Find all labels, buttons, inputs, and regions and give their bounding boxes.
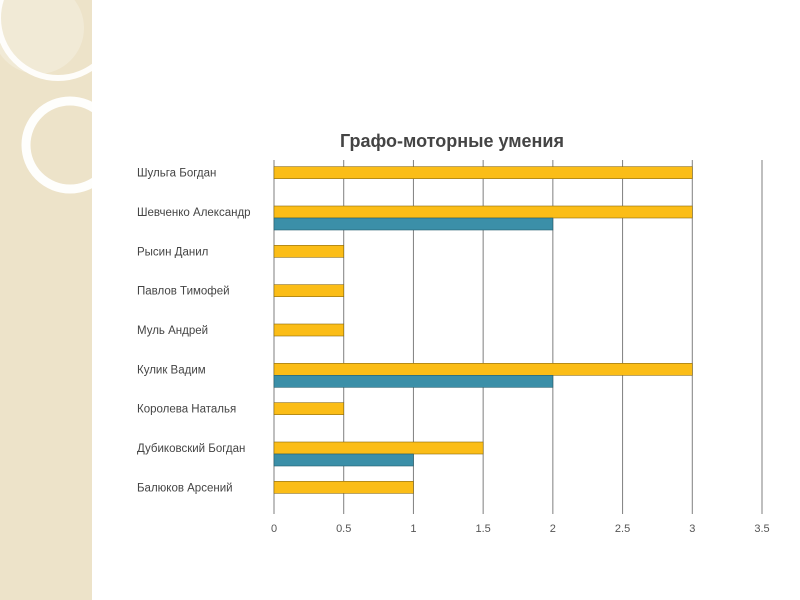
bar-series-1 [273, 363, 693, 376]
category-label: Кулик Вадим [137, 364, 206, 376]
slide-decoration-band [0, 0, 92, 600]
bar-series-1 [273, 284, 345, 297]
category-label: Павлов Тимофей [137, 286, 230, 298]
category-label: Шульга Богдан [137, 168, 216, 180]
chart-title: Графо-моторные умения [340, 131, 564, 151]
bar-series-1 [273, 323, 345, 337]
x-tick-label: 2 [550, 523, 556, 535]
category-label: Рысин Данил [137, 246, 208, 258]
category-label: Дубиковский Богдан [137, 443, 245, 455]
bar-series-1 [273, 402, 345, 415]
category-label: Балюков Арсений [137, 482, 233, 494]
bars [273, 166, 693, 494]
deco-ring-large [0, 0, 84, 74]
bar-series-2 [273, 375, 554, 388]
bar-series-1 [273, 166, 693, 179]
category-label: Муль Андрей [137, 325, 208, 337]
deco-ring-outline-middle [21, 96, 92, 194]
category-label: Шевченко Александр [137, 207, 251, 219]
x-tick-label: 3 [689, 523, 695, 535]
x-tick-label: 1.5 [475, 523, 490, 535]
x-tick-label: 0.5 [336, 523, 351, 535]
x-tick-label: 2.5 [615, 523, 630, 535]
bar-series-1 [273, 205, 693, 219]
bar-series-2 [273, 217, 554, 231]
bar-series-2 [273, 453, 414, 467]
x-tick-label: 0 [271, 523, 277, 535]
deco-ring-outline-top [0, 0, 92, 81]
x-tick-labels: 0 0.5 1 1.5 2 2.5 3 3.5 [271, 523, 770, 535]
x-tick-label: 1 [410, 523, 416, 535]
bar-series-1 [273, 481, 414, 494]
bar-series-1 [273, 245, 345, 258]
x-tick-label: 3.5 [754, 523, 769, 535]
decorative-rings [0, 0, 92, 194]
category-labels: Шульга Богдан Шевченко Александр Рысин Дан… [137, 168, 251, 495]
bar-series-1 [273, 441, 484, 455]
category-label: Королева Наталья [137, 404, 236, 416]
